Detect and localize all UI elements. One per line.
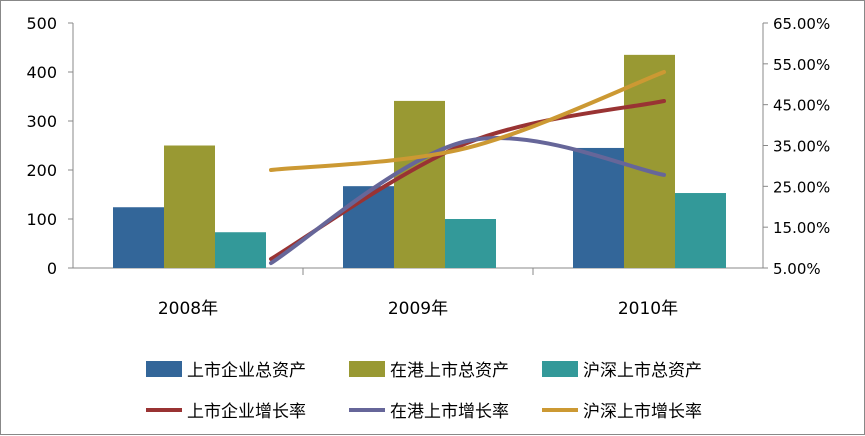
legend-label: 沪深上市总资产 xyxy=(583,361,702,381)
bar-0-0 xyxy=(113,207,164,268)
bar-1-1 xyxy=(394,100,445,268)
x-tick-label: 2008年 xyxy=(158,299,218,319)
line-series-1 xyxy=(269,135,666,266)
right-tick-label: 5.00% xyxy=(773,260,821,278)
left-tick-label: 100 xyxy=(26,210,57,229)
bar-2-0 xyxy=(215,232,266,268)
legend-swatch xyxy=(349,361,385,377)
bar-1-2 xyxy=(624,54,675,268)
right-tick-label: 55.00% xyxy=(773,56,830,74)
bar-0-1 xyxy=(343,186,394,268)
legend-label: 在港上市总资产 xyxy=(390,361,509,381)
legend-swatch xyxy=(542,361,578,377)
bar-2-1 xyxy=(445,219,496,268)
left-tick-label: 500 xyxy=(26,14,57,33)
left-tick-label: 400 xyxy=(26,63,57,82)
legend-label: 上市企业总资产 xyxy=(187,361,306,381)
x-tick-label: 2009年 xyxy=(388,299,448,319)
legend-label: 上市企业增长率 xyxy=(187,402,306,422)
right-tick-label: 65.00% xyxy=(773,15,830,33)
left-tick-label: 300 xyxy=(26,112,57,131)
right-tick-label: 35.00% xyxy=(773,138,830,156)
bar-0-2 xyxy=(573,147,624,268)
line-series-2 xyxy=(269,70,666,172)
right-tick-label: 15.00% xyxy=(773,219,830,237)
bar-1-0 xyxy=(164,145,215,268)
left-tick-label: 200 xyxy=(26,161,57,180)
legend-swatch xyxy=(146,361,182,377)
x-tick-label: 2010年 xyxy=(618,299,678,319)
right-tick-label: 45.00% xyxy=(773,97,830,115)
legend-label: 沪深上市增长率 xyxy=(583,402,702,422)
right-tick-label: 25.00% xyxy=(773,178,830,196)
left-tick-label: 0 xyxy=(47,259,57,278)
bar-2-2 xyxy=(675,193,726,268)
legend-label: 在港上市增长率 xyxy=(390,402,509,422)
